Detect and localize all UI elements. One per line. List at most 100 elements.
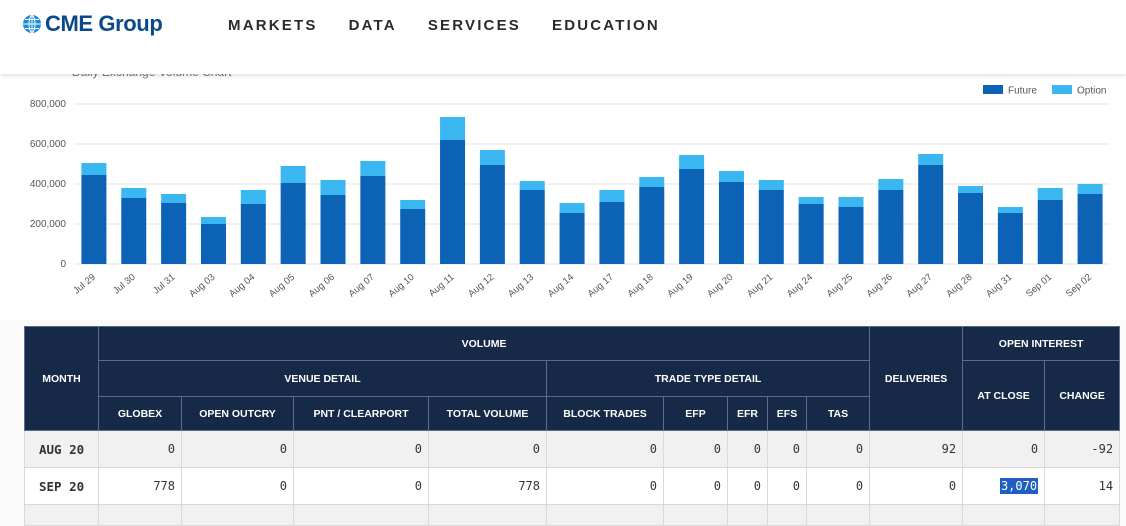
bar-option <box>838 197 864 207</box>
volume-chart-panel: Daily Exchange Volume Chart 0 200,000 400,0… <box>0 74 1126 320</box>
nav-services[interactable]: SERVICES <box>427 17 521 34</box>
bar-future <box>440 140 466 264</box>
cell-efp: 0 <box>663 430 728 468</box>
main-nav: MARKETS DATA SERVICES EDUCATION <box>228 17 660 34</box>
legend-swatch <box>1052 85 1072 94</box>
volume-table: MONTH VOLUME DELIVERIES OPEN INTEREST VE… <box>24 326 1121 526</box>
x-tick-label: Aug 17 <box>586 272 616 300</box>
bar-option <box>519 181 545 190</box>
legend-label: Future <box>1008 86 1037 97</box>
col-header-efr: EFR <box>727 396 768 431</box>
x-tick-label: Aug 04 <box>227 272 257 300</box>
table-row: SEP 20 778 0 0 778 0 0 0 0 0 0 3,070 14 <box>24 467 1121 505</box>
cell-tas: 0 <box>805 430 871 468</box>
bar-future <box>798 204 824 264</box>
cell-open-outcry: 0 <box>181 430 294 468</box>
nav-markets[interactable]: MARKETS <box>228 17 318 34</box>
x-tick-label: Jul 29 <box>71 272 97 297</box>
nav-data[interactable]: DATA <box>348 17 397 34</box>
x-tick-label: Sep 02 <box>1064 272 1094 300</box>
x-tick-label: Aug 19 <box>665 272 695 300</box>
col-header-tas: TAS <box>805 396 871 431</box>
x-tick-label: Sep 01 <box>1024 272 1054 300</box>
cell-efs: 0 <box>767 430 807 468</box>
x-tick-label: Aug 27 <box>904 272 934 300</box>
selected-text[interactable]: 3,070 <box>999 478 1039 494</box>
table-row: AUG 20 0 0 0 0 0 0 0 0 0 92 0 -92 <box>24 430 1121 468</box>
col-header-block-trades: BLOCK TRADES <box>546 396 664 431</box>
cell-total-volume: 778 <box>428 467 547 505</box>
x-tick-label: Aug 21 <box>745 272 775 300</box>
bar-option <box>280 166 306 183</box>
month-header: MONTH <box>24 326 99 431</box>
y-tick-label: 800,000 <box>30 99 67 110</box>
venue-detail-header: VENUE DETAIL <box>98 360 547 397</box>
col-header-globex: GLOBEX <box>98 396 182 431</box>
x-tick-label: Aug 28 <box>944 272 974 300</box>
bar-option <box>240 190 266 204</box>
cell-efp: 0 <box>663 467 728 505</box>
bar-option <box>1077 184 1103 194</box>
bar-future <box>400 209 426 264</box>
bar-option <box>599 190 625 202</box>
chart-title: Daily Exchange Volume Chart <box>72 74 232 79</box>
bar-future <box>838 207 864 264</box>
cell-block-trades: 0 <box>546 430 664 468</box>
x-tick-label: Aug 06 <box>307 272 337 300</box>
cell-pnt-clearport: 0 <box>293 467 429 505</box>
bar-future <box>639 187 665 264</box>
cell-globex: 778 <box>98 467 182 505</box>
bar-future <box>161 203 187 264</box>
x-tick-label: Aug 25 <box>825 272 855 300</box>
bar-future <box>280 183 306 264</box>
bar-future <box>559 213 585 264</box>
bar-option <box>559 203 585 213</box>
bar-future <box>519 190 545 264</box>
x-tick-label: Aug 26 <box>865 272 895 300</box>
x-tick-label: Aug 24 <box>785 272 815 300</box>
cme-group-logo[interactable]: CME Group <box>22 10 163 38</box>
bar-future <box>1077 194 1103 264</box>
daily-volume-chart: Daily Exchange Volume Chart 0 200,000 400,0… <box>30 74 1110 300</box>
bar-future <box>479 165 505 264</box>
cell-open-outcry: 0 <box>181 467 294 505</box>
site-header: CME Group MARKETS DATA SERVICES EDUCATIO… <box>0 0 1126 74</box>
x-tick-label: Aug 13 <box>506 272 536 300</box>
bar-future <box>1037 200 1063 264</box>
bar-future <box>679 169 705 264</box>
bar-option <box>639 177 665 187</box>
bar-option <box>798 197 824 204</box>
row-month: SEP 20 <box>24 467 99 505</box>
cell-at-close[interactable]: 3,070 <box>962 467 1046 505</box>
bar-option <box>121 188 147 198</box>
bar-option <box>440 117 466 140</box>
bar-option <box>958 186 984 193</box>
nav-education[interactable]: EDUCATION <box>552 17 660 34</box>
bar-future <box>997 213 1023 264</box>
cell-efr: 0 <box>727 467 768 505</box>
bar-option <box>200 217 226 224</box>
bar-option <box>679 155 705 169</box>
table-row <box>24 504 1121 526</box>
col-header-total-volume: TOTAL VOLUME <box>428 396 547 431</box>
x-tick-label: Aug 31 <box>984 272 1014 300</box>
bar-future <box>121 198 147 264</box>
bar-future <box>200 224 226 264</box>
globe-icon <box>23 14 41 34</box>
cell-efr: 0 <box>727 430 768 468</box>
cell-deliveries: 0 <box>869 467 964 505</box>
bar-option <box>997 207 1023 213</box>
volume-table-panel: MONTH VOLUME DELIVERIES OPEN INTEREST VE… <box>24 326 1121 526</box>
deliveries-header: DELIVERIES <box>869 326 964 431</box>
bar-option <box>161 194 187 203</box>
x-tick-label: Aug 20 <box>705 272 735 300</box>
x-tick-label: Aug 11 <box>427 272 457 299</box>
x-tick-label: Aug 05 <box>267 272 297 300</box>
bar-option <box>1037 188 1063 200</box>
bar-future <box>81 175 107 264</box>
bar-future <box>958 193 984 264</box>
x-tick-label: Jul 31 <box>151 272 177 297</box>
at-close-header: AT CLOSE <box>962 360 1046 431</box>
x-tick-label: Jul 30 <box>111 272 137 297</box>
y-tick-label: 0 <box>60 259 66 270</box>
